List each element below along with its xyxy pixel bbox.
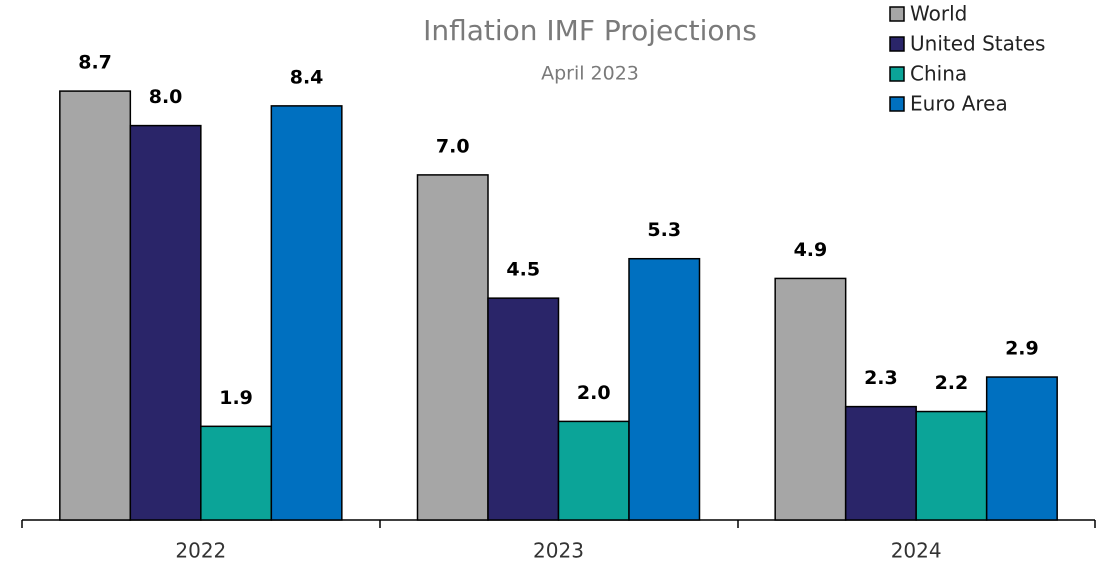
bar — [985, 376, 1058, 521]
data-label: 2.2 — [935, 372, 969, 394]
bar — [628, 257, 701, 521]
data-label: 2.0 — [577, 382, 611, 404]
data-label: 4.9 — [794, 239, 828, 261]
legend-swatch — [889, 96, 905, 112]
legend-label: World — [910, 2, 967, 26]
x-tick-label: 2023 — [533, 539, 584, 563]
chart-title: Inflation IMF Projections — [423, 14, 757, 47]
data-label: 1.9 — [219, 387, 253, 409]
legend-label: China — [910, 62, 967, 86]
data-label: 2.3 — [864, 367, 898, 389]
bar — [129, 124, 202, 521]
data-label: 2.9 — [1005, 338, 1039, 360]
bar — [915, 410, 988, 521]
x-tick-label: 2022 — [175, 539, 226, 563]
bar — [416, 174, 489, 521]
data-label: 8.4 — [290, 66, 324, 88]
bar — [557, 420, 630, 521]
data-label: 8.0 — [149, 86, 183, 108]
legend-swatch — [889, 6, 905, 22]
bar — [774, 277, 847, 521]
bar — [200, 425, 273, 521]
legend-label: United States — [910, 32, 1045, 56]
legend-swatch — [889, 36, 905, 52]
bar — [487, 297, 560, 521]
data-label: 7.0 — [436, 135, 470, 157]
x-tick-label: 2024 — [891, 539, 942, 563]
bar — [59, 90, 132, 521]
chart-subtitle: April 2023 — [541, 63, 639, 85]
legend-label: Euro Area — [910, 92, 1008, 116]
bar — [844, 405, 917, 521]
bar — [270, 105, 343, 521]
data-label: 4.5 — [506, 259, 540, 281]
data-label: 5.3 — [647, 219, 681, 241]
legend-swatch — [889, 66, 905, 82]
data-label: 8.7 — [78, 52, 112, 74]
